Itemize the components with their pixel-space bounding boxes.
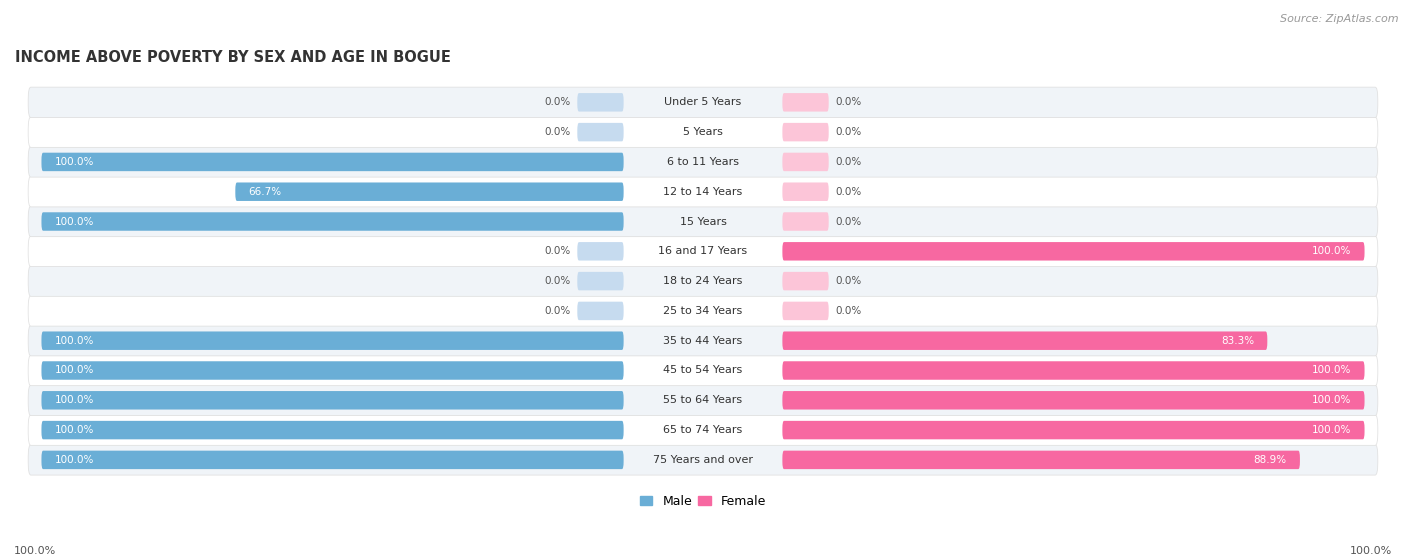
Text: Source: ZipAtlas.com: Source: ZipAtlas.com	[1281, 14, 1399, 24]
Text: 18 to 24 Years: 18 to 24 Years	[664, 276, 742, 286]
FancyBboxPatch shape	[41, 153, 624, 171]
FancyBboxPatch shape	[782, 123, 828, 141]
Text: 83.3%: 83.3%	[1220, 336, 1254, 345]
Text: 100.0%: 100.0%	[55, 366, 94, 376]
Text: 100.0%: 100.0%	[1312, 247, 1351, 257]
FancyBboxPatch shape	[782, 212, 828, 231]
FancyBboxPatch shape	[782, 182, 828, 201]
Text: 0.0%: 0.0%	[835, 187, 862, 197]
Text: 6 to 11 Years: 6 to 11 Years	[666, 157, 740, 167]
Text: 100.0%: 100.0%	[55, 216, 94, 226]
Text: 100.0%: 100.0%	[1350, 546, 1392, 556]
FancyBboxPatch shape	[782, 391, 1365, 410]
Text: 100.0%: 100.0%	[55, 395, 94, 405]
Text: INCOME ABOVE POVERTY BY SEX AND AGE IN BOGUE: INCOME ABOVE POVERTY BY SEX AND AGE IN B…	[15, 50, 451, 65]
Text: 100.0%: 100.0%	[1312, 395, 1351, 405]
Text: 0.0%: 0.0%	[544, 306, 571, 316]
Text: 100.0%: 100.0%	[55, 455, 94, 465]
FancyBboxPatch shape	[578, 93, 624, 112]
Text: 0.0%: 0.0%	[835, 216, 862, 226]
FancyBboxPatch shape	[578, 242, 624, 260]
FancyBboxPatch shape	[782, 93, 828, 112]
Text: Under 5 Years: Under 5 Years	[665, 97, 741, 107]
FancyBboxPatch shape	[41, 331, 624, 350]
FancyBboxPatch shape	[41, 361, 624, 380]
FancyBboxPatch shape	[28, 325, 1378, 356]
FancyBboxPatch shape	[28, 296, 1378, 326]
Text: 0.0%: 0.0%	[544, 97, 571, 107]
FancyBboxPatch shape	[41, 421, 624, 439]
Legend: Male, Female: Male, Female	[636, 490, 770, 513]
FancyBboxPatch shape	[782, 451, 1301, 469]
FancyBboxPatch shape	[28, 356, 1378, 386]
FancyBboxPatch shape	[28, 415, 1378, 446]
FancyBboxPatch shape	[41, 212, 624, 231]
Text: 100.0%: 100.0%	[1312, 366, 1351, 376]
FancyBboxPatch shape	[28, 445, 1378, 475]
Text: 16 and 17 Years: 16 and 17 Years	[658, 247, 748, 257]
Text: 5 Years: 5 Years	[683, 127, 723, 137]
FancyBboxPatch shape	[235, 182, 624, 201]
Text: 25 to 34 Years: 25 to 34 Years	[664, 306, 742, 316]
Text: 100.0%: 100.0%	[55, 336, 94, 345]
FancyBboxPatch shape	[782, 302, 828, 320]
Text: 0.0%: 0.0%	[544, 127, 571, 137]
FancyBboxPatch shape	[578, 302, 624, 320]
FancyBboxPatch shape	[28, 236, 1378, 267]
Text: 45 to 54 Years: 45 to 54 Years	[664, 366, 742, 376]
FancyBboxPatch shape	[782, 361, 1365, 380]
Text: 12 to 14 Years: 12 to 14 Years	[664, 187, 742, 197]
Text: 0.0%: 0.0%	[835, 276, 862, 286]
Text: 35 to 44 Years: 35 to 44 Years	[664, 336, 742, 345]
Text: 66.7%: 66.7%	[249, 187, 281, 197]
FancyBboxPatch shape	[782, 421, 1365, 439]
Text: 65 to 74 Years: 65 to 74 Years	[664, 425, 742, 435]
FancyBboxPatch shape	[578, 123, 624, 141]
FancyBboxPatch shape	[28, 206, 1378, 236]
FancyBboxPatch shape	[782, 272, 828, 290]
Text: 0.0%: 0.0%	[835, 157, 862, 167]
FancyBboxPatch shape	[782, 242, 1365, 260]
Text: 0.0%: 0.0%	[835, 306, 862, 316]
FancyBboxPatch shape	[782, 331, 1267, 350]
FancyBboxPatch shape	[41, 451, 624, 469]
Text: 100.0%: 100.0%	[55, 157, 94, 167]
Text: 100.0%: 100.0%	[14, 546, 56, 556]
FancyBboxPatch shape	[28, 177, 1378, 207]
FancyBboxPatch shape	[28, 87, 1378, 117]
Text: 88.9%: 88.9%	[1254, 455, 1286, 465]
Text: 55 to 64 Years: 55 to 64 Years	[664, 395, 742, 405]
Text: 0.0%: 0.0%	[835, 97, 862, 107]
Text: 15 Years: 15 Years	[679, 216, 727, 226]
Text: 75 Years and over: 75 Years and over	[652, 455, 754, 465]
FancyBboxPatch shape	[28, 266, 1378, 296]
FancyBboxPatch shape	[41, 391, 624, 410]
FancyBboxPatch shape	[578, 272, 624, 290]
FancyBboxPatch shape	[28, 117, 1378, 148]
FancyBboxPatch shape	[28, 385, 1378, 415]
Text: 100.0%: 100.0%	[55, 425, 94, 435]
Text: 0.0%: 0.0%	[835, 127, 862, 137]
Text: 0.0%: 0.0%	[544, 276, 571, 286]
FancyBboxPatch shape	[782, 153, 828, 171]
Text: 100.0%: 100.0%	[1312, 425, 1351, 435]
FancyBboxPatch shape	[28, 146, 1378, 177]
Text: 0.0%: 0.0%	[544, 247, 571, 257]
